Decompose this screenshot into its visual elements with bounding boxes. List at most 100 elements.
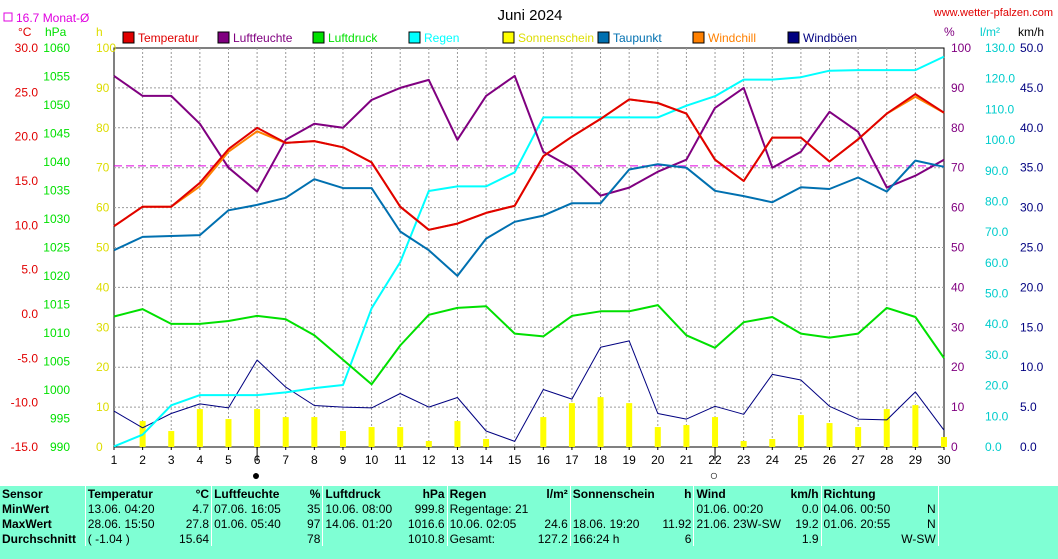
sunshine-bar	[826, 423, 833, 447]
stats-max-dir-val: N	[927, 516, 936, 531]
x-axis-tick: 28	[880, 453, 894, 467]
legend-label: Regen	[424, 31, 459, 45]
legend-label: Temperatur	[138, 31, 199, 45]
stats-min-sun-date	[569, 501, 661, 516]
humidity-axis-tick: 100	[951, 41, 971, 55]
x-axis-tick: 24	[766, 453, 780, 467]
temp-axis-tick: 15.0	[15, 174, 39, 188]
rain-axis-unit: l/m²	[980, 25, 1000, 39]
sunshine-axis-tick: 60	[96, 201, 110, 215]
stats-header-temp-unit: °C	[195, 486, 210, 501]
wind-axis-tick: 40.0	[1020, 121, 1044, 135]
stats-avg-wind-val: 1.9	[801, 531, 819, 546]
legend-label: Luftdruck	[328, 31, 378, 45]
humidity-axis-tick: 0	[951, 440, 958, 454]
rain-axis-tick: 120.0	[985, 72, 1015, 86]
sunshine-bar	[254, 409, 261, 447]
stats-min-temp-val: 4.7	[192, 501, 210, 516]
x-axis-tick: 18	[594, 453, 608, 467]
humidity-axis-tick: 10	[951, 400, 965, 414]
temp-axis-tick: -15.0	[11, 440, 39, 454]
wind-axis-unit: km/h	[1018, 25, 1044, 39]
wind-axis-tick: 25.0	[1020, 241, 1044, 255]
stats-avg-dir-val: W-SW	[901, 531, 936, 546]
x-axis-tick: 15	[508, 453, 522, 467]
stats-avg-rain-date: Gesamt:	[446, 531, 536, 546]
stats-max-temp-date: 28.06. 15:50	[84, 516, 178, 531]
moon-phase-icon: ●	[252, 467, 260, 483]
rain-axis-tick: 30.0	[985, 348, 1009, 362]
stats-max-sun-val: 11.92	[662, 516, 692, 531]
sunshine-bar	[740, 441, 747, 447]
x-axis-tick: 30	[937, 453, 951, 467]
temp-axis-tick: 20.0	[15, 130, 39, 144]
stats-header-hum-unit: %	[309, 486, 321, 501]
humidity-axis-tick: 30	[951, 320, 965, 334]
wind-axis-tick: 5.0	[1020, 400, 1037, 414]
stats-avg-hum-val: 78	[307, 531, 321, 546]
monthly-avg-icon	[3, 12, 13, 22]
sunshine-axis-tick: 80	[96, 121, 110, 135]
sunshine-bar	[397, 427, 404, 447]
wind-axis-tick: 20.0	[1020, 280, 1044, 294]
x-axis-tick: 9	[340, 453, 347, 467]
humidity-axis-tick: 50	[951, 241, 965, 255]
stats-max-row: MaxWert 28.06. 15:50 27.8 01.06. 05:40 9…	[0, 516, 1058, 531]
x-axis-tick: 25	[794, 453, 808, 467]
stats-avg-press-date	[322, 531, 406, 546]
sunshine-bar	[912, 405, 919, 447]
stats-min-wind-date: 01.06. 00:20	[693, 501, 789, 516]
x-axis-tick: 4	[197, 453, 204, 467]
pressure-axis-tick: 1060	[43, 41, 70, 55]
stats-max-temp-val: 27.8	[185, 516, 210, 531]
statistics-panel: Sensor Temperatur °C Luftfeuchte % Luftd…	[0, 486, 1058, 559]
stats-min-dir-val: N	[927, 501, 936, 516]
chart-title: Juni 2024	[497, 7, 562, 24]
x-axis-tick: 8	[311, 453, 318, 467]
stats-min-press-date: 10.06. 08:00	[322, 501, 406, 516]
sunshine-bar	[196, 409, 203, 447]
stats-max-hum-date: 01.06. 05:40	[211, 516, 304, 531]
stats-header-sun: Sonnenschein	[569, 486, 661, 501]
sunshine-axis-tick: 70	[96, 161, 110, 175]
stats-max-press-date: 14.06. 01:20	[322, 516, 406, 531]
sunshine-bar	[168, 431, 175, 447]
sunshine-axis-tick: 20	[96, 360, 110, 374]
temp-axis-tick: -5.0	[17, 351, 38, 365]
stats-header-rain: Regen	[446, 486, 536, 501]
wind-axis-tick: 0.0	[1020, 440, 1037, 454]
pressure-axis-tick: 995	[50, 412, 70, 426]
stats-min-dir-date: 04.06. 00:50	[820, 501, 900, 516]
rain-axis-tick: 60.0	[985, 256, 1009, 270]
stats-avg-wind-date	[693, 531, 789, 546]
sunshine-bar	[683, 425, 690, 447]
sunshine-axis-unit: h	[96, 25, 103, 39]
pressure-axis-tick: 990	[50, 440, 70, 454]
x-axis-tick: 23	[737, 453, 751, 467]
series-line-luftfeuchte	[113, 74, 945, 197]
stats-header-sun-unit: h	[684, 486, 692, 501]
temp-axis-unit: °C	[18, 25, 32, 39]
sunshine-bar	[597, 397, 604, 447]
legend-label: Luftfeuchte	[233, 31, 293, 45]
sunshine-axis-tick: 0	[96, 440, 103, 454]
x-axis-tick: 19	[622, 453, 636, 467]
sunshine-bar	[712, 417, 719, 447]
statistics-table: Sensor Temperatur °C Luftfeuchte % Luftd…	[0, 486, 1058, 546]
x-axis-tick: 12	[422, 453, 436, 467]
x-axis-tick: 5	[225, 453, 232, 467]
x-axis-tick: 1	[111, 453, 118, 467]
pressure-axis-tick: 1000	[43, 383, 70, 397]
stats-min-sun-val	[660, 501, 694, 516]
pressure-axis-tick: 1005	[43, 355, 70, 369]
stats-header-rain-unit: l/m²	[546, 486, 568, 501]
sunshine-bar	[368, 427, 375, 447]
legend-label: Sonnenschein	[518, 31, 594, 45]
stats-header-row: Sensor Temperatur °C Luftfeuchte % Luftd…	[0, 486, 1058, 501]
sunshine-axis-tick: 30	[96, 320, 110, 334]
sunshine-bar	[282, 417, 289, 447]
legend-swatch	[408, 31, 421, 44]
rain-axis-tick: 40.0	[985, 317, 1009, 331]
legend-swatch	[692, 31, 705, 44]
